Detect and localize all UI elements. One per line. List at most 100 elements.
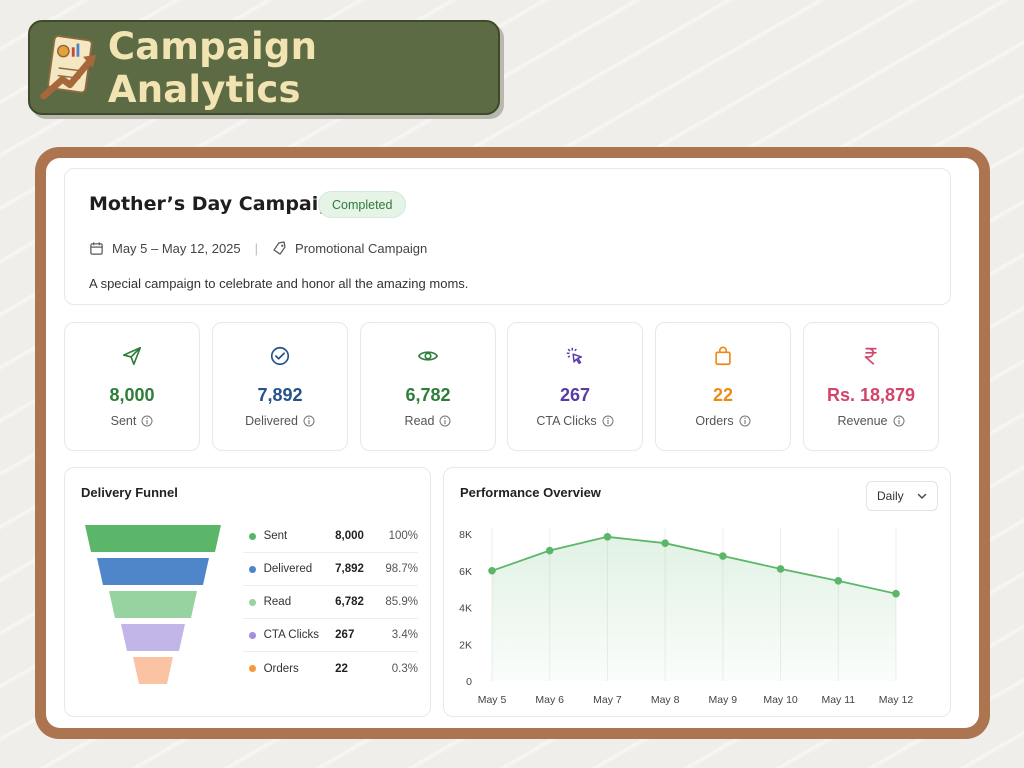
funnel-label: CTA Clicks <box>263 629 319 641</box>
info-icon[interactable] <box>893 415 905 427</box>
stat-value: 7,892 <box>257 385 303 405</box>
funnel-row: CTA Clicks 267 3.4% <box>243 619 418 652</box>
funnel-label: Sent <box>263 530 288 542</box>
data-point <box>892 589 900 598</box>
stat-card-delivered: 7,892 Delivered <box>212 322 348 451</box>
campaign-description: A special campaign to celebrate and hono… <box>89 276 469 291</box>
period-value: Daily <box>877 489 904 503</box>
performance-title: Performance Overview <box>460 485 601 500</box>
funnel-value: 7,892 <box>335 563 364 575</box>
stat-value: 6,782 <box>405 385 451 405</box>
title-banner: Campaign Analytics <box>28 20 500 115</box>
funnel-row: Read 6,782 85.9% <box>243 586 418 619</box>
data-point <box>661 539 669 547</box>
x-tick-label: May 9 <box>709 694 738 706</box>
funnel-pct: 85.9% <box>385 596 418 608</box>
series-line <box>491 535 897 595</box>
funnel-value: 22 <box>335 662 348 675</box>
meta-separator: | <box>254 241 259 256</box>
y-tick-label: 8K <box>459 529 472 541</box>
banner-title: Campaign Analytics <box>107 24 318 111</box>
funnel-value: 8,000 <box>335 530 364 542</box>
eye-icon <box>417 351 439 361</box>
stat-value: 267 <box>559 385 591 405</box>
status-badge: Completed <box>318 191 407 218</box>
shopping-bag-icon <box>715 346 731 366</box>
tag-icon <box>273 241 286 255</box>
campaign-meta: May 5 – May 12, 2025 | Promotional Campa… <box>89 241 427 256</box>
funnel-pct: 100% <box>388 530 418 542</box>
stat-value: Rs. 18,879 <box>826 385 916 405</box>
data-point <box>776 565 785 573</box>
delivery-funnel-card: Delivery Funnel Sent 8,000 100% Delivere… <box>64 467 431 717</box>
funnel-value: 267 <box>335 629 355 641</box>
dashboard-panel: Mother’s Day Campaign Completed May 5 – … <box>46 158 979 728</box>
stat-card-sent: 8,000 Sent <box>64 322 200 451</box>
info-icon[interactable] <box>439 415 451 427</box>
calendar-icon <box>90 242 103 255</box>
funnel-value: 6,782 <box>335 596 364 608</box>
report-chart-arrow-icon <box>40 34 97 99</box>
stat-value: 8,000 <box>109 385 155 405</box>
funnel-stage-sent <box>85 525 221 552</box>
funnel-stage-orders <box>133 657 173 684</box>
data-point <box>545 546 554 555</box>
funnel-stage-delivered <box>97 558 209 585</box>
campaign-summary-card: Mother’s Day Campaign Completed May 5 – … <box>64 168 951 305</box>
funnel-row: Orders 22 0.3% <box>243 652 418 685</box>
stat-card-orders: 22 Orders <box>655 322 791 451</box>
legend-dot <box>249 598 256 606</box>
info-icon[interactable] <box>602 415 614 427</box>
y-tick-label: 4K <box>459 603 472 615</box>
stat-card-revenue: Rs. 18,879 Revenue <box>803 322 939 451</box>
series-area <box>492 536 896 681</box>
y-tick-label: 0 <box>466 676 472 688</box>
funnel-table: Sent 8,000 100% Delivered 7,892 98.7% Re… <box>243 520 418 685</box>
cursor-click-icon <box>566 347 583 365</box>
data-point <box>488 566 496 575</box>
funnel-graphic <box>85 525 221 684</box>
dashboard-frame: Mother’s Day Campaign Completed May 5 – … <box>35 147 990 739</box>
legend-dot <box>249 565 256 573</box>
stat-label: Orders <box>656 414 790 428</box>
funnel-pct: 3.4% <box>391 629 418 641</box>
x-tick-label: May 5 <box>478 694 507 706</box>
legend-dot <box>249 532 256 540</box>
performance-overview-card: Performance Overview Daily 0 2K 4K 6K 8K May … <box>443 467 951 717</box>
x-tick-label: May 8 <box>651 694 680 706</box>
stat-label: Read <box>361 414 495 428</box>
data-point <box>719 552 727 560</box>
x-tick-label: May 11 <box>821 694 855 706</box>
send-icon <box>122 346 142 366</box>
funnel-label: Delivered <box>263 563 313 575</box>
y-tick-label: 6K <box>459 566 472 578</box>
stat-label: Delivered <box>213 414 347 428</box>
stat-card-cta-clicks: 267 CTA Clicks <box>507 322 643 451</box>
funnel-row: Delivered 7,892 98.7% <box>243 553 418 586</box>
period-dropdown[interactable]: Daily <box>866 481 938 511</box>
stat-label: Sent <box>65 414 199 428</box>
x-tick-label: May 10 <box>763 694 798 706</box>
info-icon[interactable] <box>303 415 315 427</box>
x-tick-label: May 6 <box>535 694 564 706</box>
funnel-stage-read <box>109 591 197 618</box>
funnel-pct: 0.3% <box>391 662 418 675</box>
info-icon[interactable] <box>739 415 751 427</box>
check-circle-icon <box>270 346 290 366</box>
funnel-label: Orders <box>263 662 299 675</box>
info-icon[interactable] <box>141 415 153 427</box>
x-tick-label: May 12 <box>879 694 914 706</box>
funnel-stage-cta <box>121 624 185 651</box>
rupee-icon <box>864 347 877 365</box>
y-tick-label: 2K <box>459 639 472 651</box>
campaign-title: Mother’s Day Campaign <box>89 193 346 215</box>
funnel-pct: 98.7% <box>385 563 418 575</box>
data-point <box>834 577 843 585</box>
date-range: May 5 – May 12, 2025 <box>112 241 241 256</box>
campaign-type: Promotional Campaign <box>295 241 428 256</box>
stat-label: CTA Clicks <box>508 414 642 428</box>
x-tick-label: May 7 <box>593 694 622 706</box>
performance-chart: 0 2K 4K 6K 8K May 5 May 6 May 7 May 8 May 9 May 10… <box>459 528 914 706</box>
stat-label: Revenue <box>804 414 938 428</box>
chevron-down-icon <box>917 493 927 499</box>
